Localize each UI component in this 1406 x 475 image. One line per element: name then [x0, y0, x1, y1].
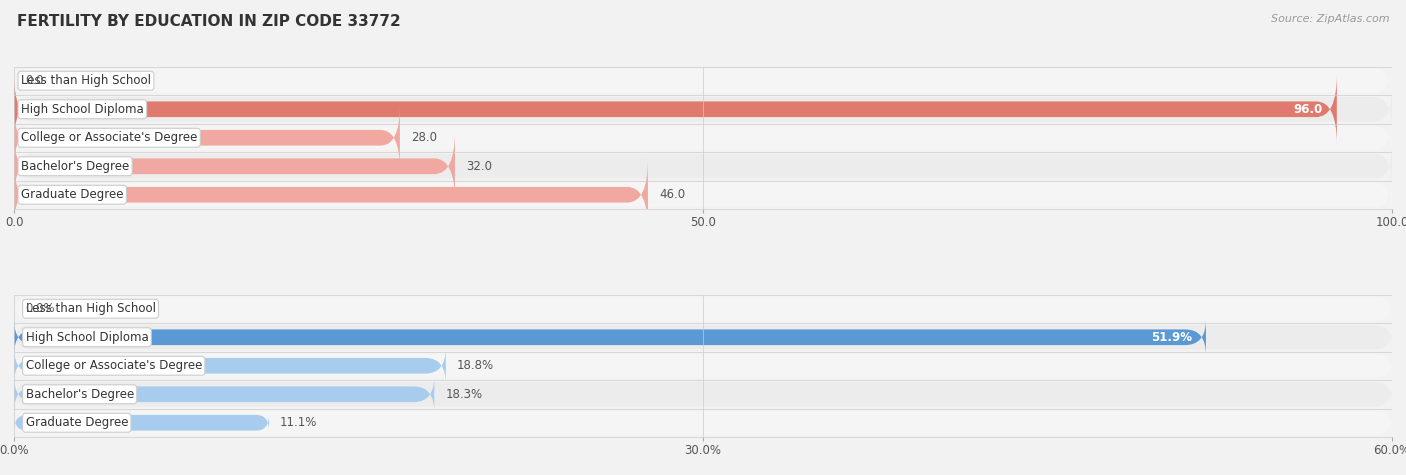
FancyBboxPatch shape	[14, 415, 269, 431]
FancyBboxPatch shape	[14, 353, 1392, 378]
Text: College or Associate's Degree: College or Associate's Degree	[25, 359, 202, 372]
FancyBboxPatch shape	[14, 144, 1392, 188]
FancyBboxPatch shape	[14, 59, 1392, 103]
Text: High School Diploma: High School Diploma	[25, 331, 148, 344]
Text: Less than High School: Less than High School	[25, 302, 156, 315]
Text: 11.1%: 11.1%	[280, 416, 318, 429]
FancyBboxPatch shape	[14, 74, 1337, 144]
FancyBboxPatch shape	[14, 160, 648, 230]
Text: 51.9%: 51.9%	[1152, 331, 1192, 344]
FancyBboxPatch shape	[14, 106, 399, 170]
Text: FERTILITY BY EDUCATION IN ZIP CODE 33772: FERTILITY BY EDUCATION IN ZIP CODE 33772	[17, 14, 401, 29]
Text: Graduate Degree: Graduate Degree	[25, 416, 128, 429]
Text: Source: ZipAtlas.com: Source: ZipAtlas.com	[1271, 14, 1389, 24]
Text: 28.0: 28.0	[411, 131, 437, 144]
FancyBboxPatch shape	[14, 382, 1392, 407]
Text: 18.8%: 18.8%	[457, 359, 494, 372]
FancyBboxPatch shape	[14, 348, 446, 384]
FancyBboxPatch shape	[14, 410, 1392, 435]
Text: Bachelor's Degree: Bachelor's Degree	[25, 388, 134, 401]
Text: Less than High School: Less than High School	[21, 74, 150, 87]
Text: Bachelor's Degree: Bachelor's Degree	[21, 160, 129, 173]
FancyBboxPatch shape	[14, 296, 1392, 321]
FancyBboxPatch shape	[14, 87, 1392, 131]
Text: High School Diploma: High School Diploma	[21, 103, 143, 116]
FancyBboxPatch shape	[14, 116, 1392, 160]
Text: 96.0: 96.0	[1294, 103, 1323, 116]
FancyBboxPatch shape	[14, 319, 1206, 355]
Text: Graduate Degree: Graduate Degree	[21, 188, 124, 201]
Text: 32.0: 32.0	[465, 160, 492, 173]
FancyBboxPatch shape	[14, 131, 456, 201]
Text: 0.0: 0.0	[25, 74, 44, 87]
FancyBboxPatch shape	[14, 325, 1392, 350]
FancyBboxPatch shape	[14, 173, 1392, 217]
FancyBboxPatch shape	[14, 376, 434, 412]
Text: 46.0: 46.0	[659, 188, 685, 201]
Text: 0.0%: 0.0%	[25, 302, 55, 315]
Text: College or Associate's Degree: College or Associate's Degree	[21, 131, 197, 144]
Text: 18.3%: 18.3%	[446, 388, 482, 401]
